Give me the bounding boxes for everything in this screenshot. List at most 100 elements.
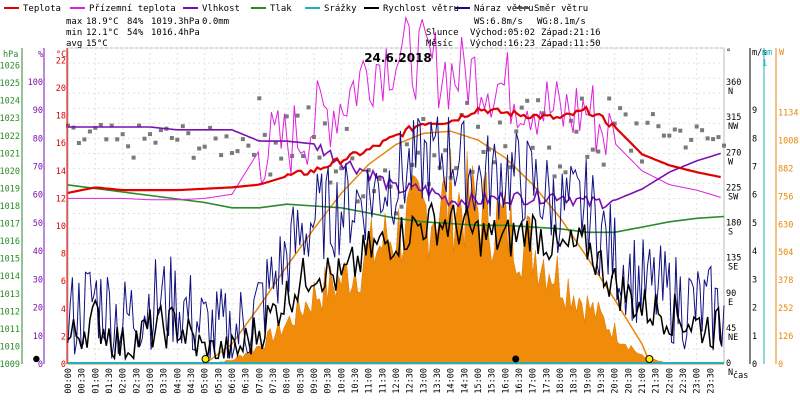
time-tick-label: 23:30	[706, 368, 716, 394]
wind-direction-point	[618, 106, 623, 111]
wind-direction-point	[306, 105, 311, 110]
wind-direction-point	[497, 120, 502, 125]
stats-max-temp: 18.9°C	[86, 17, 119, 27]
wind-direction-point	[383, 168, 388, 173]
wind-direction-point	[607, 96, 612, 101]
pressure-tick-label: 1009	[0, 360, 20, 370]
pressure-tick-label: 1021	[0, 149, 20, 159]
wind-direction-point	[328, 180, 333, 185]
compass-label: SW	[728, 192, 739, 202]
pressure-tick-label: 1016	[0, 237, 20, 247]
legend-label: Přízemní teplota	[89, 4, 176, 14]
solar-tick-label: 126	[778, 332, 793, 342]
time-tick-label: 11:00	[365, 368, 375, 394]
wind-direction-point	[224, 134, 229, 139]
sunset-marker	[645, 355, 654, 363]
direction-tick-label: 270	[726, 148, 741, 158]
temperature-tick-label: 10	[56, 222, 66, 232]
time-tick-label: 09:00	[310, 368, 320, 394]
pressure-tick-label: 1014	[0, 272, 20, 282]
wind-direction-point	[705, 136, 710, 141]
wind-direction-point	[279, 156, 284, 161]
solar-tick-label: 1134	[778, 109, 798, 119]
legend-item: Srážky	[305, 4, 357, 14]
pressure-tick-label: 1025	[0, 79, 20, 89]
time-tick-label: 21:30	[652, 368, 662, 394]
stats-block: max 18.9°C 84% 1019.3hPa 0.0mm min 12.1°C 54% 10…	[66, 17, 229, 49]
pressure-tick-label: 1017	[0, 220, 20, 230]
wind-direction-point	[66, 123, 70, 128]
wind-direction-point	[240, 137, 245, 142]
wind-direction-point	[547, 145, 552, 150]
humidity-tick-label: 80	[33, 134, 43, 144]
wind-direction-point	[186, 131, 191, 136]
stats-min-press: 1016.4hPa	[151, 28, 200, 38]
solar-axis: W 0 126 252 378 504 630 756 882 1008 1134	[775, 48, 798, 370]
wind-direction-point	[208, 125, 213, 130]
wind-direction-point	[585, 154, 590, 159]
time-tick-label: 10:00	[337, 368, 347, 394]
wind-direction-point	[476, 124, 480, 129]
time-tick-label: 19:30	[597, 368, 607, 394]
wind-direction-point	[508, 165, 513, 170]
wind-direction-point	[541, 111, 546, 116]
wind-axis-unit: m/s	[752, 48, 767, 58]
wind-direction-point	[246, 143, 251, 148]
time-axis-unit: čas	[733, 370, 748, 381]
wind-direction-point	[312, 135, 316, 139]
direction-tick-label: 225	[726, 183, 741, 193]
direction-tick-label: 315	[726, 113, 741, 123]
wind-direction-point	[394, 211, 398, 216]
wind-direction-point	[711, 137, 716, 142]
time-tick-label: 05:30	[214, 368, 224, 394]
stats-min-temp: 12.1°C	[86, 28, 119, 38]
wind-speed-line	[67, 200, 723, 362]
solar-axis-unit: W	[779, 48, 785, 58]
time-tick-label: 06:30	[242, 368, 252, 394]
wind-direction-point	[131, 155, 136, 160]
wind-direction-point	[536, 98, 541, 103]
time-tick-label: 04:00	[173, 368, 183, 394]
wind-direction-point	[443, 148, 448, 153]
wind-direction-point	[361, 194, 366, 199]
wind-direction-point	[142, 136, 147, 141]
legend-label: Tlak	[270, 4, 292, 14]
humidity-tick-label: 60	[33, 191, 43, 201]
wind-direction-point	[344, 126, 349, 131]
wind-direction-point	[284, 114, 289, 119]
wind-direction-point	[126, 144, 131, 149]
time-tick-label: 17:30	[542, 368, 552, 394]
time-tick-label: 03:30	[160, 368, 170, 394]
time-tick-label: 01:00	[91, 368, 101, 394]
wind-direction-point	[235, 149, 240, 154]
stats-max-hum: 84%	[127, 17, 144, 27]
moonset-marker	[33, 355, 40, 363]
legend-item: Přízemní teplota	[70, 4, 176, 14]
time-tick-label: 13:30	[433, 368, 443, 394]
wind-direction-point	[629, 148, 634, 153]
stats-max-press: 1019.3hPa	[151, 17, 200, 27]
wind-direction-point	[612, 121, 617, 126]
pressure-tick-label: 1015	[0, 255, 20, 265]
time-tick-label: 15:00	[474, 368, 484, 394]
time-tick-label: 14:30	[460, 368, 470, 394]
compass-label: NW	[728, 122, 739, 132]
wind-direction-point	[514, 129, 519, 134]
temperature-tick-label: 2	[61, 332, 66, 342]
legend-item: Náraz větru	[455, 4, 534, 14]
solar-tick-label: 882	[778, 164, 793, 174]
wind-direction-point	[317, 155, 322, 160]
wind-direction-point	[650, 112, 655, 117]
wind-direction-point	[432, 153, 437, 158]
pressure-tick-label: 1019	[0, 184, 20, 194]
time-tick-label: 04:30	[187, 368, 197, 394]
wind-direction-point	[273, 140, 278, 145]
wind-tick-label: 6	[752, 191, 757, 201]
wind-direction-point	[667, 133, 672, 138]
wind-direction-point	[530, 145, 535, 150]
wind-direction-point	[700, 128, 705, 133]
wind-direction-point	[656, 124, 661, 129]
stats-avg-temp: 15°C	[86, 39, 108, 49]
wind-direction-point	[76, 141, 81, 145]
wind-direction-point	[169, 136, 174, 140]
